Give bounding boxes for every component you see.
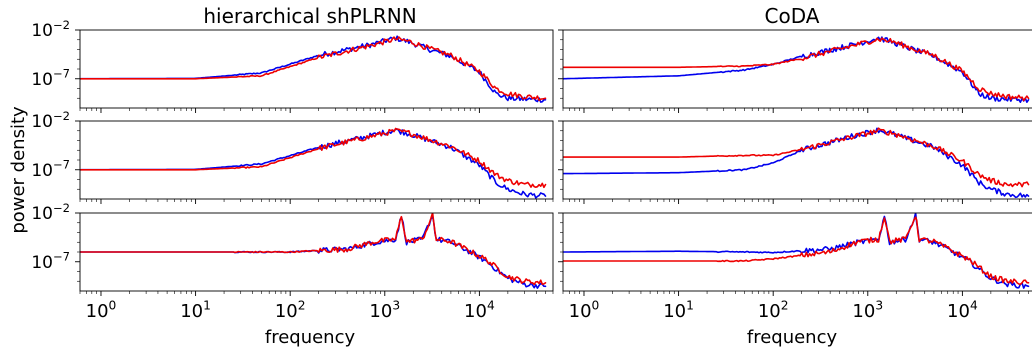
x-tick-label: 104 xyxy=(947,298,978,322)
column-title-left: hierarchical shPLRNN xyxy=(203,4,416,28)
series-line-red xyxy=(563,37,1030,102)
y-tick-label: 10−7 xyxy=(31,67,70,90)
subplot-left-row-2: 10−2 10−7 xyxy=(31,109,554,204)
series-line-red xyxy=(563,216,1030,286)
subplot-left-row-1: 10−2 10−7 xyxy=(31,18,554,113)
subplot-left-row-3: 10−2 10−7 100 101 102 103 104 xyxy=(31,201,554,322)
x-tick-label: 103 xyxy=(369,298,400,322)
series-line-red xyxy=(563,127,1030,188)
y-tick-label: 10−2 xyxy=(31,18,70,41)
y-axis-label: power density xyxy=(8,106,29,234)
x-axis-label-right: frequency xyxy=(747,327,838,348)
series-line-blue xyxy=(80,128,547,199)
y-tick-label: 10−2 xyxy=(31,201,70,224)
subplot-right-row-2 xyxy=(558,120,1032,204)
x-tick-label: 101 xyxy=(180,298,211,322)
subplot-right-row-1 xyxy=(558,29,1032,113)
x-tick-label: 104 xyxy=(464,298,495,322)
plot-frame xyxy=(79,120,554,200)
series-line-red xyxy=(80,36,547,102)
figure-labels: hierarchical shPLRNN CoDA power density … xyxy=(8,4,837,348)
series-line-blue xyxy=(563,213,1030,289)
x-axis-label-left: frequency xyxy=(265,327,356,348)
plot-frame xyxy=(79,29,554,109)
x-tick-label: 100 xyxy=(569,298,600,322)
x-tick-label: 103 xyxy=(852,298,883,322)
subplot-right-row-3: 100 101 102 103 104 xyxy=(558,212,1032,322)
y-tick-label: 10−7 xyxy=(31,250,70,273)
series-line-red xyxy=(80,213,547,286)
series-line-red xyxy=(80,127,547,189)
column-title-right: CoDA xyxy=(765,4,820,28)
x-tick-label: 100 xyxy=(86,298,117,322)
y-tick-label: 10−2 xyxy=(31,109,70,132)
x-tick-label: 102 xyxy=(275,298,306,322)
series-line-blue xyxy=(563,127,1030,199)
x-tick-label: 102 xyxy=(758,298,789,322)
series-line-blue xyxy=(563,36,1030,103)
y-tick-label: 10−7 xyxy=(31,158,70,181)
x-tick-label: 101 xyxy=(663,298,694,322)
